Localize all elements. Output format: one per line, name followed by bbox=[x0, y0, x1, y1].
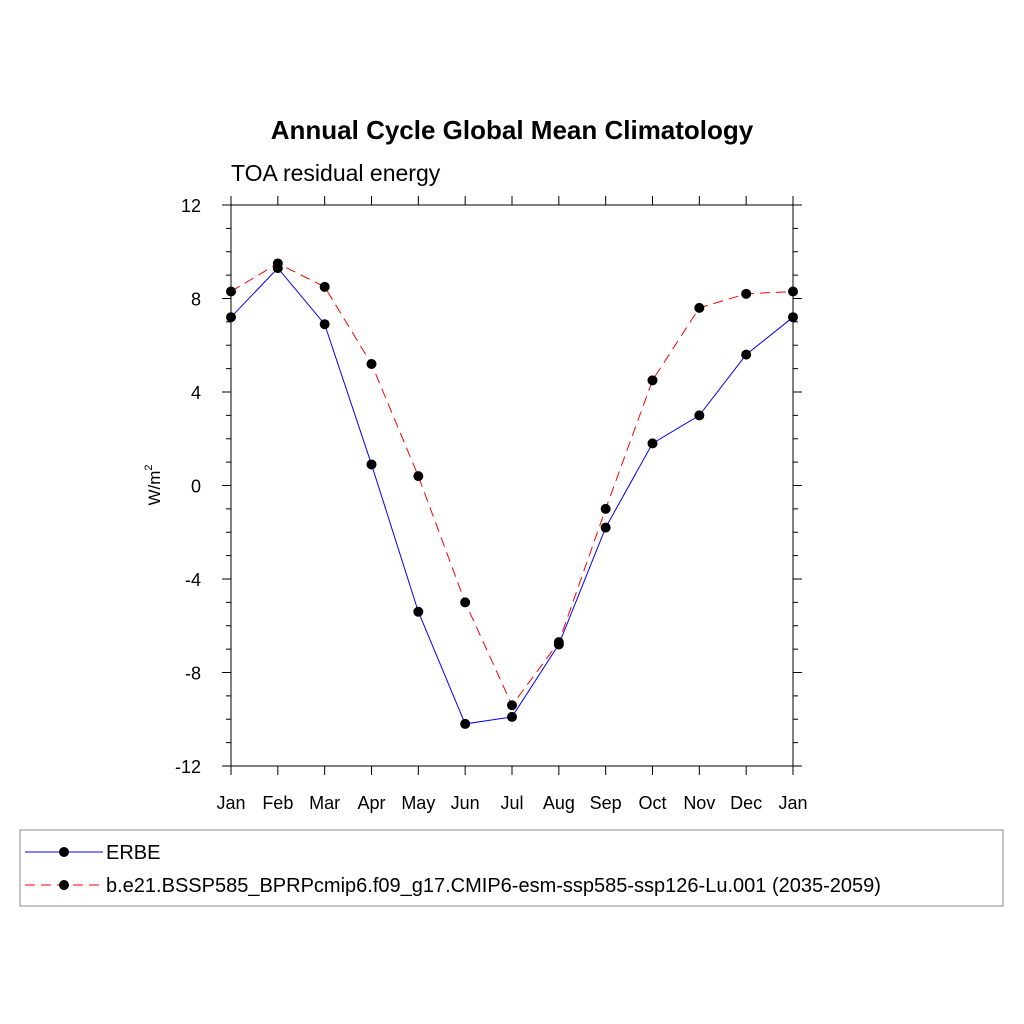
x-tick-label: Aug bbox=[543, 793, 575, 813]
series-point-model bbox=[413, 471, 424, 482]
series-point-model bbox=[647, 375, 658, 386]
series-point-erbe bbox=[460, 718, 471, 729]
series-layer bbox=[226, 258, 798, 729]
y-axis-label-sup: 2 bbox=[143, 464, 155, 470]
series-point-model bbox=[226, 286, 236, 297]
y-tick-label: -12 bbox=[175, 757, 201, 777]
series-point-erbe bbox=[413, 606, 424, 617]
series-point-model bbox=[460, 597, 471, 608]
x-tick-label: Dec bbox=[730, 793, 762, 813]
y-axis-label: W/m2 bbox=[143, 464, 164, 505]
legend-marker-erbe bbox=[59, 847, 69, 857]
y-tick-label: 4 bbox=[191, 383, 201, 403]
series-point-erbe bbox=[507, 711, 517, 722]
series-line-erbe bbox=[230, 267, 794, 725]
series-point-model bbox=[694, 302, 705, 313]
svg-text:W/m2: W/m2 bbox=[143, 464, 164, 505]
y-ticks: 12 8 4 0 -4 -8 -12 bbox=[175, 196, 802, 777]
y-axis-label-text: W/m bbox=[145, 471, 164, 506]
x-tick-label: Sep bbox=[590, 793, 622, 813]
series-point-erbe bbox=[319, 319, 330, 330]
series-point-model bbox=[507, 700, 517, 711]
x-tick-label: Feb bbox=[262, 793, 293, 813]
y-tick-label: 12 bbox=[181, 196, 201, 216]
y-tick-label: 0 bbox=[191, 477, 201, 497]
x-tick-label: Nov bbox=[683, 793, 715, 813]
x-tick-label: Oct bbox=[638, 793, 666, 813]
legend-box bbox=[19, 829, 1004, 907]
series-point-model bbox=[600, 503, 611, 514]
plot-frame bbox=[230, 204, 794, 767]
series-point-erbe bbox=[647, 438, 658, 449]
x-tick-label: Apr bbox=[357, 793, 385, 813]
series-point-erbe bbox=[694, 410, 705, 421]
x-ticks: Jan Feb Mar Apr May Jun Jul Aug Sep Oct Nov Dec Jan bbox=[216, 196, 808, 813]
x-tick-label: Jul bbox=[500, 793, 523, 813]
series-point-model bbox=[272, 258, 283, 269]
chart-title: Annual Cycle Global Mean Climatology bbox=[271, 115, 754, 145]
y-tick-label: -4 bbox=[185, 570, 201, 590]
chart-subtitle: TOA residual energy bbox=[231, 160, 441, 186]
legend-label-model: b.e21.BSSP585_BPRPcmip6.f09_g17.CMIP6-es… bbox=[106, 875, 881, 897]
x-tick-label: Jan bbox=[778, 793, 807, 813]
x-tick-label: Jan bbox=[216, 793, 245, 813]
series-point-erbe bbox=[788, 312, 798, 323]
legend-label-erbe: ERBE bbox=[106, 842, 160, 864]
legend-marker-model bbox=[59, 880, 69, 890]
legend: ERBE b.e21.BSSP585_BPRPcmip6.f09_g17.CMI… bbox=[19, 829, 1004, 907]
series-point-erbe bbox=[226, 312, 236, 323]
series-point-erbe bbox=[600, 522, 611, 533]
x-tick-label: Mar bbox=[309, 793, 340, 813]
series-line-model bbox=[230, 262, 794, 707]
series-point-model bbox=[319, 281, 330, 292]
series-point-erbe bbox=[741, 349, 752, 360]
series-point-model bbox=[553, 637, 564, 648]
series-point-model bbox=[366, 358, 377, 369]
series-point-model bbox=[788, 286, 798, 297]
series-point-erbe bbox=[366, 459, 377, 470]
x-tick-label: Jun bbox=[451, 793, 480, 813]
y-tick-label: 8 bbox=[191, 290, 201, 310]
y-tick-label: -8 bbox=[185, 664, 201, 684]
x-tick-label: May bbox=[401, 793, 435, 813]
series-point-model bbox=[741, 288, 752, 299]
